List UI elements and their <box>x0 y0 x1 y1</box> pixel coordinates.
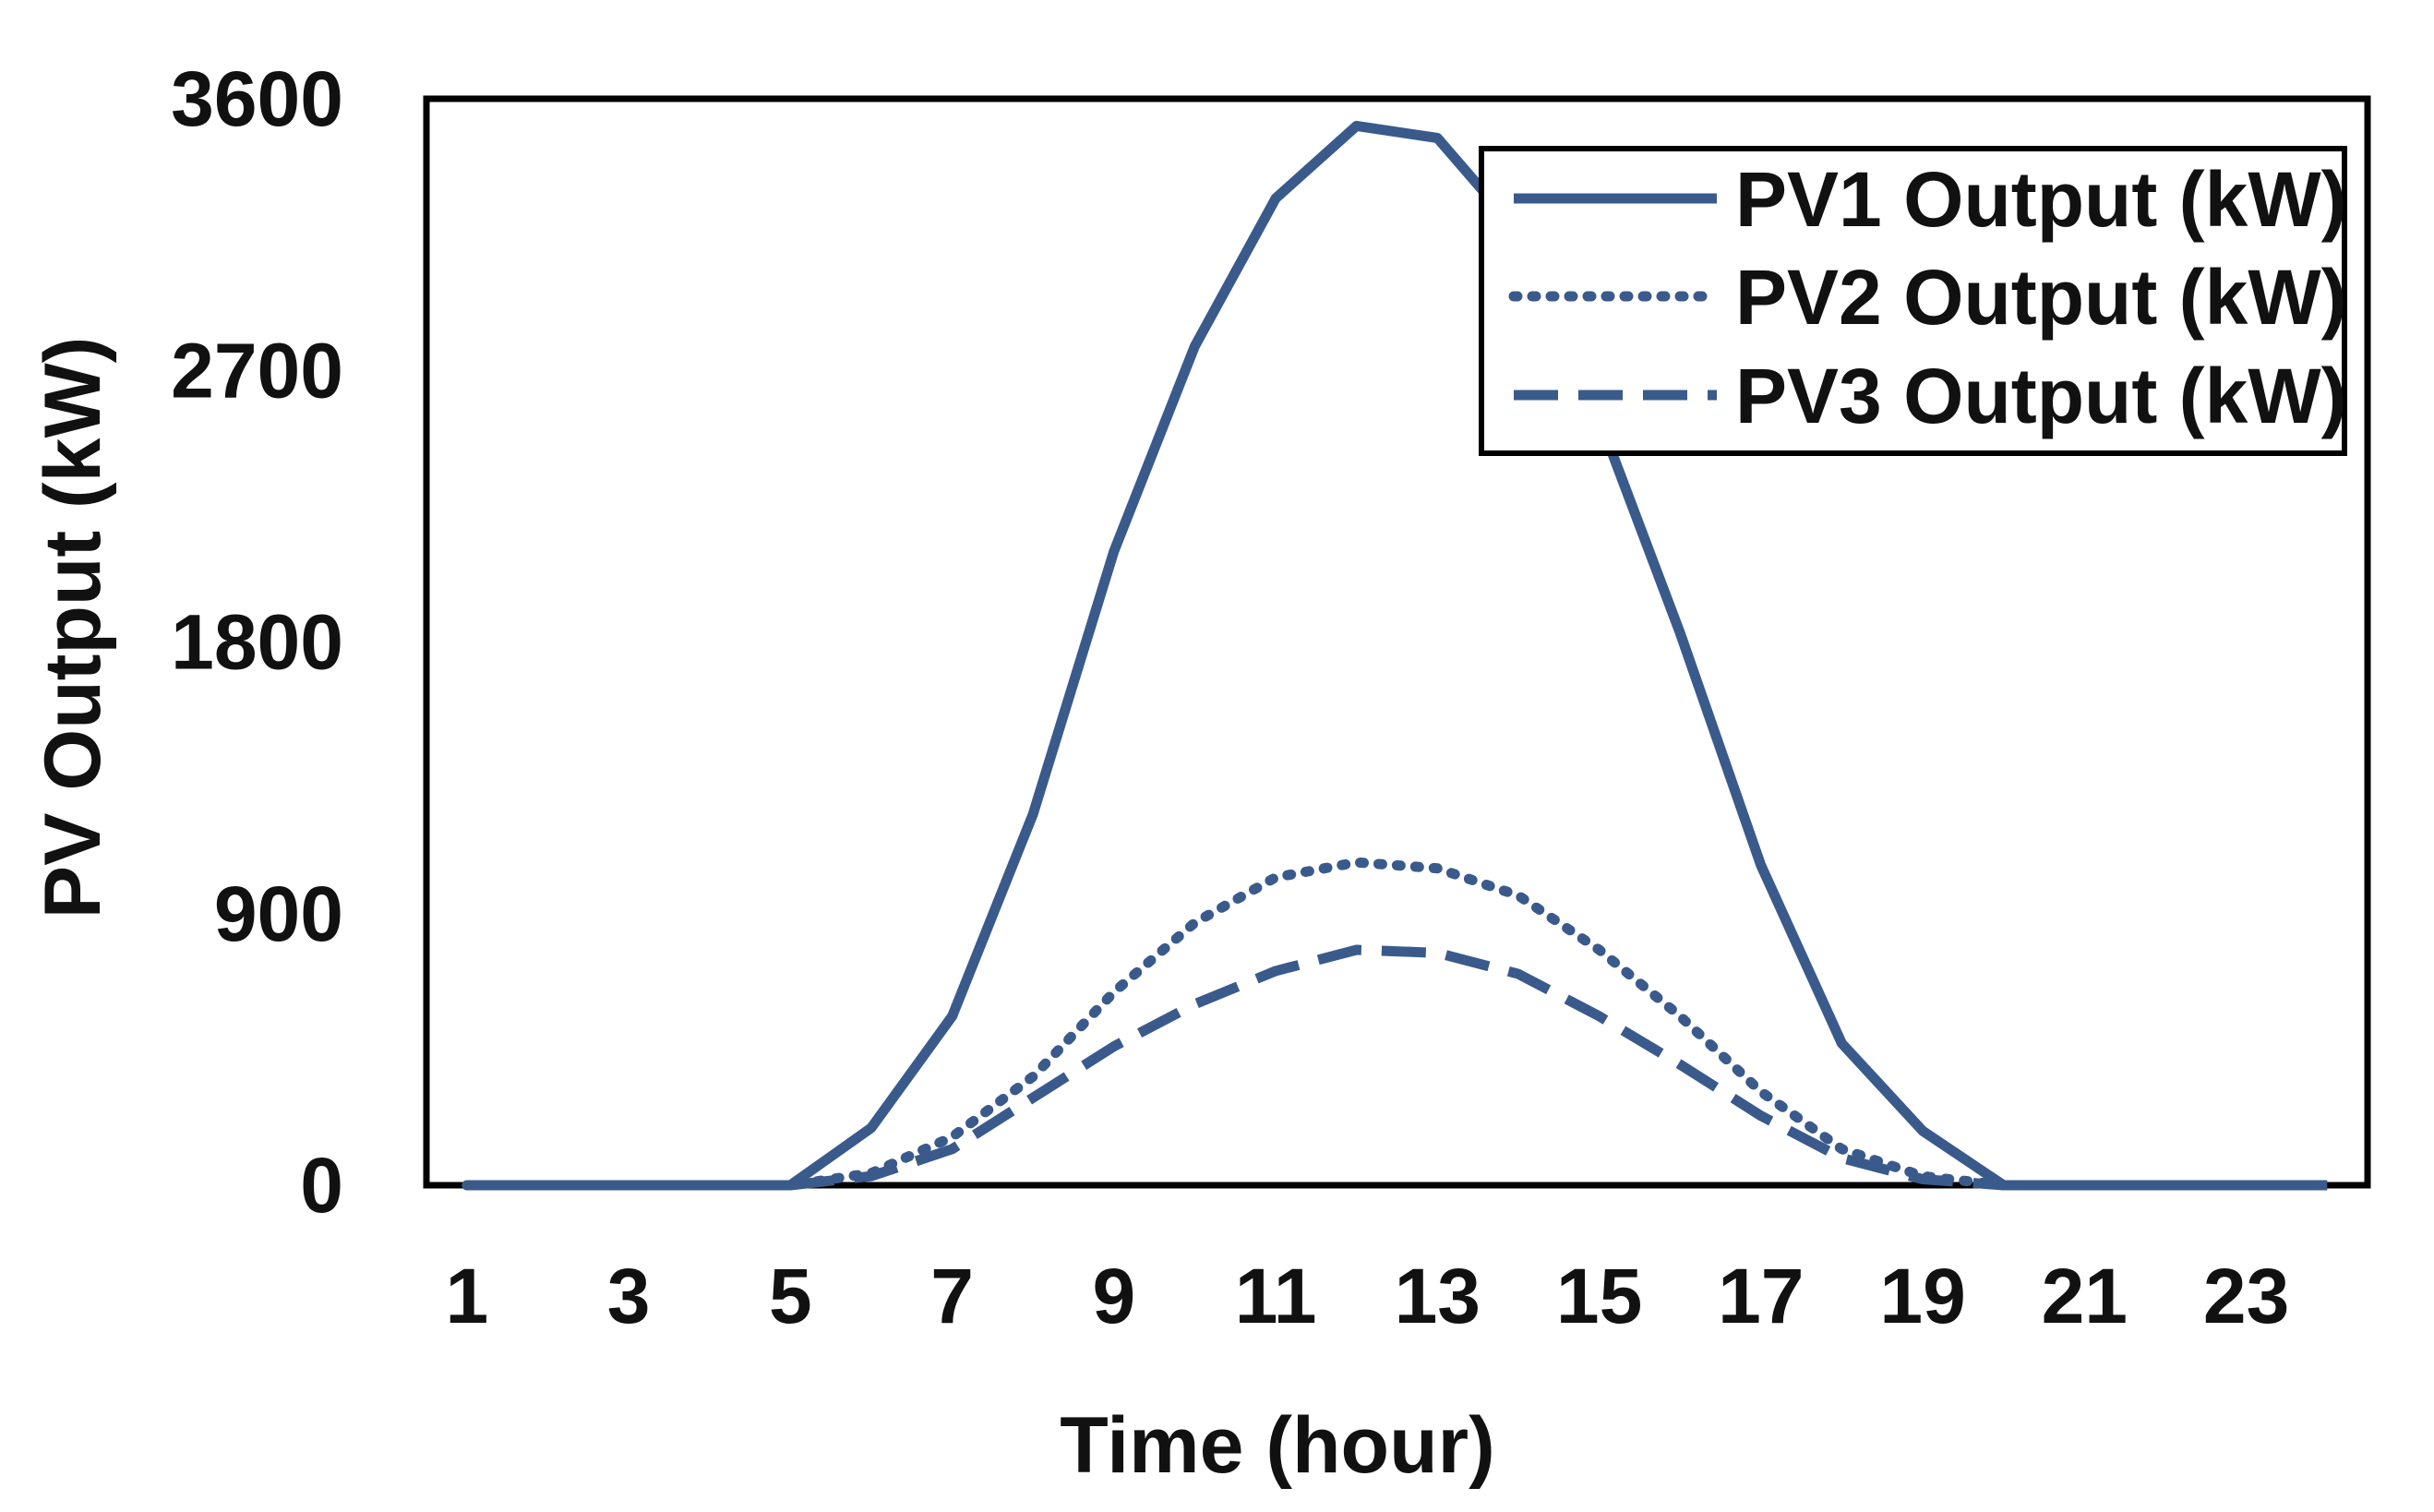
x-axis-tick-labels: 1 3 5 7 9 11 13 15 17 19 21 23 <box>445 1253 2289 1339</box>
y-tick-label: 900 <box>214 870 343 957</box>
series-line-pv3 <box>466 944 2328 1191</box>
x-tick-label: 21 <box>2042 1253 2128 1339</box>
x-tick-label: 1 <box>445 1253 488 1339</box>
x-tick-label: 5 <box>769 1253 812 1339</box>
x-tick-label: 3 <box>607 1253 651 1339</box>
x-tick-label: 15 <box>1556 1253 1642 1339</box>
x-tick-label: 9 <box>1092 1253 1135 1339</box>
y-tick-label: 3600 <box>171 55 343 142</box>
plot-area-frame <box>423 95 2371 1189</box>
legend: PV1 Output (kW) PV2 Output (kW) PV3 Output… <box>1479 146 2347 456</box>
x-axis-title: Time (hour) <box>1060 1401 1494 1490</box>
legend-label-pv1: PV1 Output (kW) <box>1735 156 2347 243</box>
x-tick-label: 23 <box>2203 1253 2289 1339</box>
x-tick-label: 7 <box>930 1253 974 1339</box>
x-tick-label: 17 <box>1718 1253 1804 1339</box>
y-axis-tick-labels: 0 900 1800 2700 3600 <box>171 55 343 1229</box>
series-line-pv2 <box>462 857 2332 1191</box>
series-lines <box>462 120 2332 1191</box>
y-axis-title: PV Output (kW) <box>29 337 117 919</box>
x-tick-label: 19 <box>1879 1253 1965 1339</box>
legend-label-pv3: PV3 Output (kW) <box>1735 353 2347 439</box>
y-tick-label: 2700 <box>171 327 343 414</box>
y-tick-label: 1800 <box>171 599 343 686</box>
x-tick-label: 11 <box>1235 1253 1317 1339</box>
legend-label-pv2: PV2 Output (kW) <box>1735 254 2347 341</box>
x-tick-label: 13 <box>1395 1253 1481 1339</box>
y-tick-label: 0 <box>300 1142 343 1229</box>
